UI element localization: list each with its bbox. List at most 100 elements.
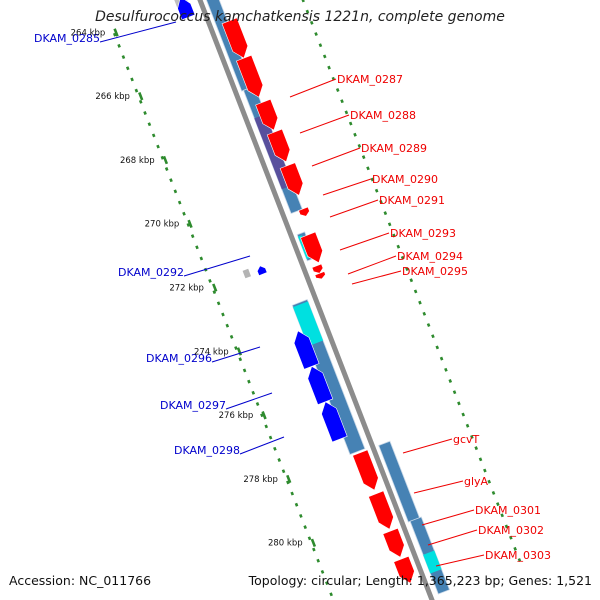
leader-line bbox=[329, 199, 379, 218]
gene-label-forward: DKAM_0287 bbox=[337, 73, 403, 86]
tick-dot bbox=[483, 468, 487, 473]
major-tick bbox=[162, 155, 169, 165]
label-leader-lines bbox=[99, 21, 485, 567]
tick-dot bbox=[474, 446, 478, 451]
ruler-label: 280 kbp bbox=[268, 539, 303, 549]
tick-dot bbox=[312, 547, 316, 552]
gene-label-forward: DKAM_0302 bbox=[478, 524, 544, 537]
forward-gene-arrow bbox=[266, 128, 291, 163]
forward-gene-arrow bbox=[221, 17, 249, 59]
major-tick bbox=[138, 92, 144, 101]
tick-dot bbox=[260, 413, 264, 418]
tick-dot bbox=[361, 155, 366, 160]
tick-dot bbox=[374, 188, 379, 193]
gene-label-forward: DKAM_0291 bbox=[379, 194, 445, 207]
tick-dot bbox=[422, 311, 427, 316]
gene-label-reverse: DKAM_0292 bbox=[118, 266, 184, 279]
tick-dot bbox=[273, 446, 277, 451]
tick-dot bbox=[517, 558, 522, 563]
tick-dot bbox=[457, 401, 461, 406]
leader-line bbox=[211, 346, 261, 363]
tick-dot bbox=[212, 290, 217, 295]
gene-label-forward: DKAM_0288 bbox=[350, 109, 416, 122]
tick-dot bbox=[147, 122, 152, 127]
tick-dot bbox=[329, 592, 333, 597]
backbone-line bbox=[197, 0, 435, 600]
leader-line bbox=[402, 438, 453, 454]
leader-line bbox=[413, 480, 464, 494]
tick-dot bbox=[392, 233, 396, 238]
tick-dot bbox=[491, 490, 496, 495]
small-feature bbox=[242, 268, 251, 279]
tick-dot bbox=[251, 390, 256, 395]
tick-dot bbox=[353, 132, 357, 137]
forward-gene-arrow bbox=[352, 449, 379, 491]
tick-dot bbox=[199, 256, 204, 261]
tick-dot bbox=[182, 211, 186, 216]
forward-gene-arrow bbox=[311, 263, 324, 274]
map-title: Desulfurococcus kamchatkensis 1221n, com… bbox=[95, 9, 505, 25]
ruler-label: 268 kbp bbox=[120, 156, 155, 166]
ruler-label: 278 kbp bbox=[243, 475, 278, 485]
tick-dot bbox=[418, 300, 422, 305]
ruler-labels: 264 kbp 266 kbp 268 kbp 270 kbp 272 kbp 274 k… bbox=[71, 28, 303, 549]
tick-dot bbox=[478, 457, 483, 462]
leader-line bbox=[421, 509, 475, 526]
tick-dot bbox=[234, 346, 238, 351]
tick-dot bbox=[169, 178, 173, 183]
forward-gene-arrow bbox=[393, 555, 415, 584]
gene-label-reverse: DKAM_0285 bbox=[34, 32, 100, 45]
tick-dot bbox=[413, 289, 418, 294]
tick-dot bbox=[383, 211, 388, 216]
gene-labels: DKAM_0287 DKAM_0288 DKAM_0289 DKAM_0290 DKAM… bbox=[34, 32, 551, 562]
tick-dot bbox=[177, 200, 182, 205]
tick-dot bbox=[281, 469, 286, 474]
tick-dot bbox=[387, 222, 392, 227]
tick-dot bbox=[221, 312, 225, 317]
tick-dot bbox=[318, 43, 323, 48]
forward-gene-arrow bbox=[279, 162, 304, 196]
gene-features bbox=[177, 0, 415, 584]
tick-dot bbox=[470, 434, 474, 439]
tick-dot bbox=[509, 535, 513, 540]
forward-gene-arrow bbox=[298, 206, 310, 217]
forward-gene-arrow bbox=[382, 527, 405, 558]
leader-line bbox=[427, 529, 478, 546]
tick-dot bbox=[255, 402, 260, 406]
forward-gene-arrow bbox=[236, 54, 264, 98]
tick-dot bbox=[121, 55, 126, 60]
tick-dot bbox=[277, 458, 282, 462]
gene-label-reverse: DKAM_0297 bbox=[160, 399, 226, 412]
tick-dot bbox=[314, 32, 318, 36]
tick-dot bbox=[305, 9, 310, 14]
reverse-gene-arrow bbox=[177, 0, 196, 21]
tick-dot bbox=[461, 412, 466, 417]
leader-line bbox=[299, 114, 350, 134]
tick-dot bbox=[286, 480, 290, 485]
tick-dot bbox=[431, 334, 435, 339]
tick-dot bbox=[299, 513, 303, 518]
major-tick bbox=[212, 283, 218, 292]
tick-marks bbox=[112, 0, 522, 597]
gene-label-reverse: DKAM_0296 bbox=[146, 352, 212, 365]
tick-dot bbox=[366, 166, 370, 171]
ruler-label: 264 kbp bbox=[71, 28, 106, 38]
tick-dot bbox=[143, 111, 147, 115]
tick-dot bbox=[290, 491, 294, 496]
tick-dot bbox=[357, 143, 362, 148]
tick-dot bbox=[396, 244, 401, 249]
tick-dot bbox=[190, 234, 195, 239]
tick-dot bbox=[173, 189, 178, 194]
gene-label-forward: DKAM_0289 bbox=[361, 142, 427, 155]
leader-line bbox=[339, 232, 390, 251]
leader-line bbox=[289, 78, 337, 98]
tick-dot bbox=[138, 99, 143, 104]
ruler-label: 270 kbp bbox=[145, 220, 180, 230]
ruler-label: 276 kbp bbox=[219, 411, 254, 421]
tick-dot bbox=[164, 167, 169, 171]
gene-label-reverse: DKAM_0298 bbox=[174, 444, 240, 457]
tick-dot bbox=[125, 66, 130, 71]
tick-dot bbox=[487, 479, 491, 484]
reverse-gene-arrow bbox=[321, 401, 348, 443]
